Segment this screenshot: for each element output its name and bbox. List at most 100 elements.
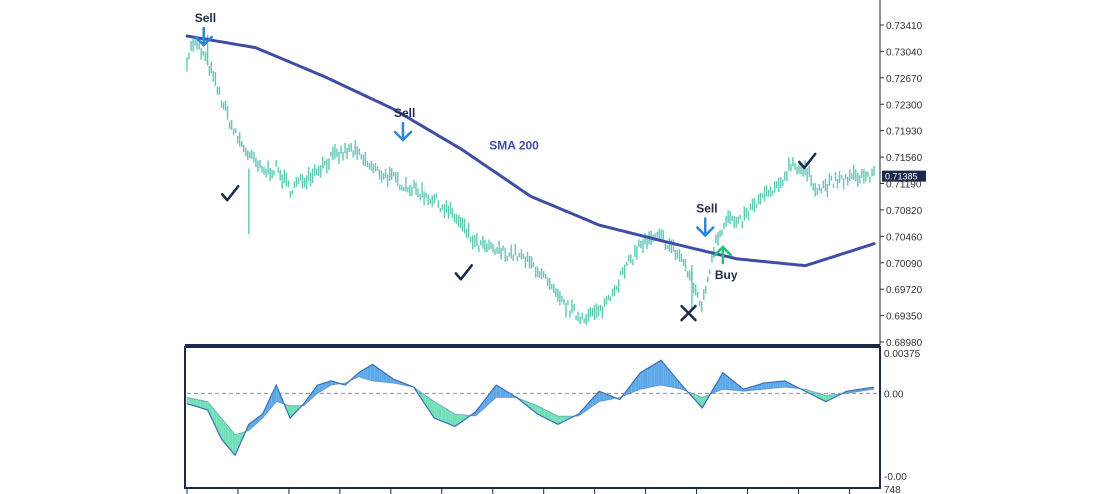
oscillator-fill-positive (372, 364, 375, 382)
oscillator-fill-negative (239, 432, 242, 445)
oscillator-fill-negative (193, 398, 197, 407)
oscillator-fill-negative (535, 404, 538, 414)
oscillator-fill-negative (429, 398, 433, 415)
oscillator-fill-positive (651, 364, 655, 387)
oscillator-fill-negative (221, 418, 224, 442)
oscillator-fill-negative (539, 406, 542, 417)
oscillator-fill-negative (216, 412, 220, 434)
oscillator-fill-positive (766, 382, 769, 389)
oscillator-fill-positive (491, 388, 494, 402)
buy-label: Buy (715, 268, 738, 282)
oscillator-pane-border (184, 346, 881, 489)
trade-annotations: Sell Sell SMA 200 Sell Buy (194, 11, 817, 322)
oscillator-area (186, 359, 880, 457)
oscillator-y-tick-label: 0.00 (884, 389, 904, 400)
oscillator-fill-negative (232, 431, 236, 456)
oscillator-fill-positive (722, 372, 726, 390)
oscillator-fill-negative (200, 400, 204, 409)
oscillator-fill-positive (267, 399, 270, 413)
oscillator-fill-positive (649, 365, 652, 388)
oscillator-fill-positive (734, 381, 737, 391)
oscillator-fill-positive (761, 383, 765, 390)
y-tick-label: 0.69720 (886, 285, 923, 296)
oscillator-fill-positive (326, 381, 329, 388)
oscillator-fill-negative (427, 396, 430, 412)
oscillator-fill-negative (819, 393, 822, 400)
oscillator-fill-positive (720, 372, 723, 391)
oscillator-fill-positive (661, 360, 664, 386)
oscillator-fill-positive (757, 384, 760, 390)
oscillator-fill-positive (596, 391, 600, 404)
oscillator-fill-positive (367, 365, 371, 381)
oscillator-fill-positive (773, 381, 776, 389)
oscillator-fill-positive (759, 383, 762, 390)
oscillator-fill-negative (290, 405, 293, 419)
oscillator-fill-negative (699, 396, 703, 408)
x-axis-ticks (186, 488, 850, 494)
sell-label: Sell (696, 202, 717, 216)
oscillator-fill-positive (319, 383, 323, 392)
oscillator-fill-negative (438, 404, 442, 421)
oscillator-fill-negative (454, 414, 458, 427)
oscillator-fill-positive (782, 380, 785, 388)
oscillator-fill-positive (775, 381, 778, 389)
oscillator-fill-positive (638, 372, 641, 391)
sma-line (185, 34, 876, 268)
cross-icon (680, 304, 697, 322)
oscillator-fill-negative (450, 411, 453, 426)
y-tick-label: 0.71190 (886, 180, 922, 191)
y-tick-label: 0.72300 (886, 100, 923, 111)
oscillator-fill-positive (317, 384, 320, 394)
oscillator-fill-positive (768, 382, 771, 389)
oscillator-fill-positive (780, 381, 783, 388)
oscillator-fill-positive (642, 369, 645, 389)
oscillator-fill-negative (228, 426, 231, 450)
oscillator-fill-positive (496, 385, 499, 398)
sma-200-line (185, 34, 876, 268)
signal-line (186, 376, 875, 436)
buy-arrow-icon (713, 245, 733, 265)
y-tick-label: 0.68980 (886, 338, 923, 349)
price-y-axis: 0.73410 0.73040 0.72670 0.72300 0.71930 0.715… (880, 21, 923, 349)
oscillator-fill-positive (729, 378, 733, 391)
oscillator-fill-positive (361, 369, 364, 379)
oscillator-fill-negative (693, 393, 696, 401)
oscillator-fill-negative (560, 416, 563, 424)
oscillator-fill-negative (223, 420, 226, 445)
oscillator-y-axis: 0.00375 0.00 -0.00 748 (884, 349, 921, 494)
y-tick-label: 0.70820 (886, 206, 923, 217)
y-tick-label: 0.70090 (886, 259, 923, 270)
oscillator-fill-negative (457, 414, 460, 425)
oscillator-fill-positive (381, 370, 384, 383)
oscillator-fill-positive (633, 378, 636, 392)
oscillator-fill-positive (363, 368, 366, 379)
oscillator-fill-negative (432, 399, 435, 419)
oscillator-fill-negative (219, 415, 222, 439)
oscillator-y-tick-label: 0.00375 (884, 349, 921, 360)
corner-label: 748 (884, 485, 901, 494)
sell-label: Sell (394, 106, 415, 120)
oscillator-fill-negative (198, 399, 201, 408)
oscillator-fill-negative (551, 412, 554, 423)
oscillator-fill-positive (715, 380, 719, 392)
oscillator-fill-positive (324, 382, 327, 390)
oscillator-fill-positive (656, 361, 659, 386)
oscillator-fill-positive (667, 368, 671, 387)
oscillator-fill-negative (825, 395, 829, 402)
oscillator-fill-positive (365, 367, 368, 380)
oscillator-fill-negative (436, 402, 439, 420)
oscillator-fill-negative (702, 396, 705, 408)
oscillator-fill-negative (546, 410, 549, 420)
sell-arrow-icon (194, 26, 213, 47)
oscillator-fill-negative (553, 413, 556, 424)
check-icon (798, 152, 817, 170)
oscillator-fill-negative (191, 398, 194, 406)
oscillator-fill-negative (448, 409, 451, 425)
oscillator-fill-positive (386, 374, 389, 383)
oscillator-fill-positive (493, 385, 497, 400)
oscillator-fill-negative (189, 397, 192, 406)
oscillator-fill-positive (500, 387, 504, 398)
oscillator-fill-positive (663, 363, 666, 386)
oscillator-fill-negative (541, 408, 545, 418)
oscillator-fill-negative (557, 416, 561, 425)
